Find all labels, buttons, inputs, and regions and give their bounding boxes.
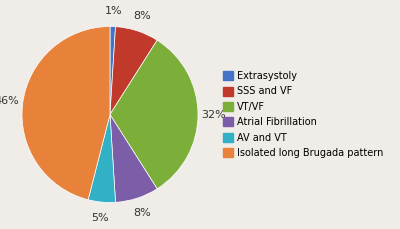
Text: 1%: 1% [104, 6, 122, 16]
Wedge shape [88, 114, 116, 202]
Text: 8%: 8% [133, 11, 151, 21]
Wedge shape [110, 27, 116, 114]
Text: 5%: 5% [92, 213, 109, 223]
Text: 32%: 32% [202, 109, 226, 120]
Text: 46%: 46% [0, 96, 19, 106]
Legend: Extrasystoly, SSS and VF, VT/VF, Atrial Fibrillation, AV and VT, Isolated long B: Extrasystoly, SSS and VF, VT/VF, Atrial … [221, 69, 386, 160]
Wedge shape [110, 40, 198, 189]
Wedge shape [110, 114, 157, 202]
Wedge shape [110, 27, 157, 114]
Wedge shape [22, 27, 110, 200]
Text: 8%: 8% [133, 208, 151, 218]
